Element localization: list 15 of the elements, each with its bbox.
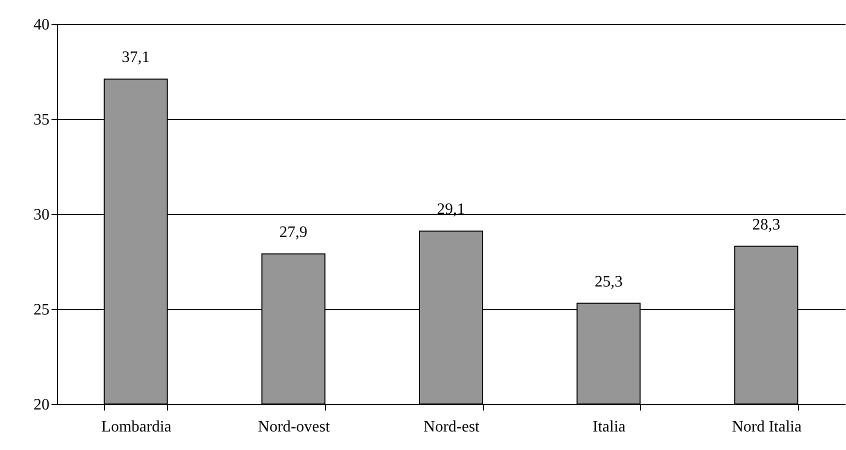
data-label: 37,1: [122, 49, 150, 66]
x-tick-label: Nord-est: [424, 418, 480, 436]
x-tick-label: Nord-ovest: [258, 418, 330, 436]
x-tick-label: Lombardia: [101, 418, 172, 436]
data-label: 28,3: [752, 216, 780, 234]
data-label: 29,1: [437, 201, 465, 218]
data-label: 25,3: [594, 273, 623, 290]
x-tick-label: Italia: [592, 418, 626, 436]
y-tick-label: 35: [34, 112, 50, 128]
y-tick-label: 25: [34, 302, 50, 318]
x-tick-label: Nord Italia: [732, 418, 802, 436]
data-label: 27,9: [279, 224, 308, 241]
y-tick-label: 30: [34, 206, 50, 224]
y-tick-label: 40: [34, 16, 50, 34]
y-tick-label: 20: [34, 396, 50, 414]
